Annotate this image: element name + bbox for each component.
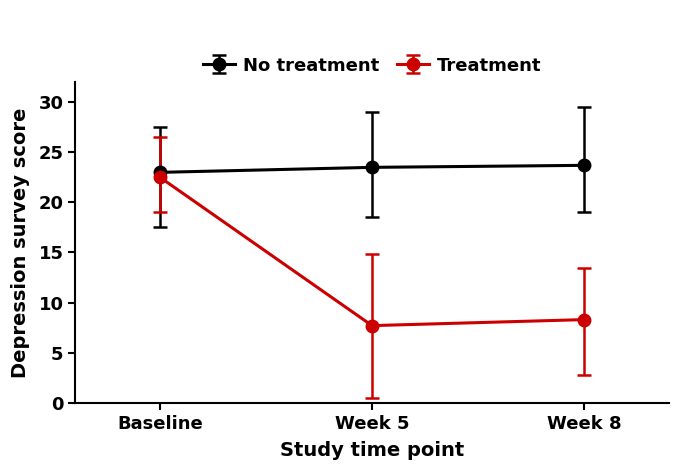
Legend: No treatment, Treatment: No treatment, Treatment [196, 49, 548, 82]
Y-axis label: Depression survey score: Depression survey score [11, 107, 30, 378]
X-axis label: Study time point: Study time point [280, 441, 464, 460]
